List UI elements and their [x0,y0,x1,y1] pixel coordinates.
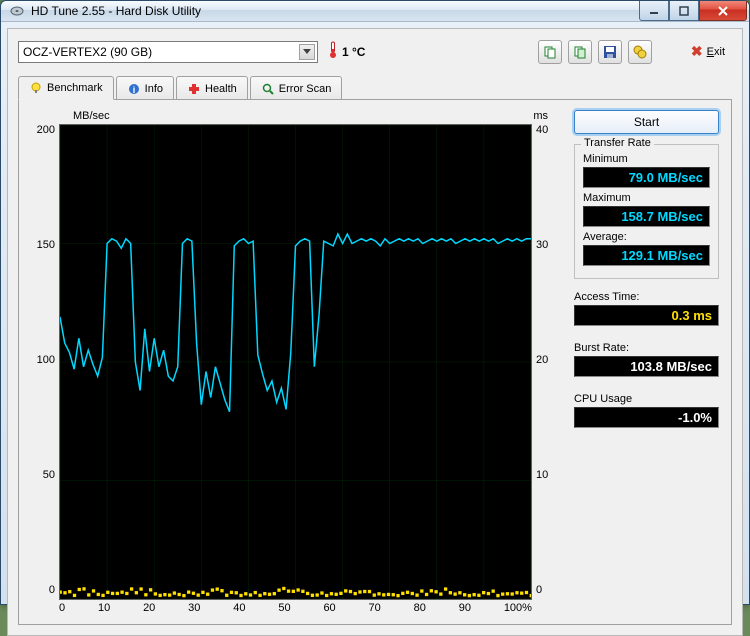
y-right-labels: 40 30 20 10 0 [532,124,560,614]
health-icon [187,82,201,96]
window-title: HD Tune 2.55 - Hard Disk Utility [31,4,639,18]
info-icon: i [127,82,141,96]
close-icon: ✖ [691,43,703,60]
transfer-rate-group: Transfer Rate Minimum 79.0 MB/sec Maximu… [574,144,719,279]
titlebar[interactable]: HD Tune 2.55 - Hard Disk Utility [1,1,749,22]
exit-label-rest: xit [714,46,725,58]
copy-screenshot-button[interactable] [568,40,592,64]
chart-left-unit: MB/sec [73,110,110,122]
magnifier-icon [261,82,275,96]
tabs: Benchmark i Info Health Error Scan [18,76,732,100]
burst-rate-value: 103.8 MB/sec [574,356,719,377]
close-button[interactable] [699,1,747,21]
svg-text:i: i [132,85,135,95]
maximize-button[interactable] [669,1,699,21]
tab-benchmark[interactable]: Benchmark [18,76,114,100]
minimize-button[interactable] [639,1,669,21]
bulb-icon [29,81,43,95]
options-button[interactable] [628,40,652,64]
access-time-value: 0.3 ms [574,305,719,326]
thermometer-icon [328,41,338,62]
app-icon [9,3,25,19]
temperature-display: 1 °C [328,41,365,62]
exit-button[interactable]: ✖ Exit [684,39,732,64]
app-window: HD Tune 2.55 - Hard Disk Utility OCZ-VER… [0,0,750,605]
client-area: OCZ-VERTEX2 (90 GB) 1 °C ✖ [7,28,743,636]
chevron-down-icon[interactable] [299,44,315,60]
tab-info[interactable]: i Info [116,76,174,100]
avg-value: 129.1 MB/sec [583,245,710,266]
cpu-usage-value: -1.0% [574,407,719,428]
drive-select[interactable]: OCZ-VERTEX2 (90 GB) [18,41,318,63]
min-value: 79.0 MB/sec [583,167,710,188]
temperature-value: 1 °C [342,45,365,59]
drive-selected: OCZ-VERTEX2 (90 GB) [23,45,152,59]
y-left-labels: 200 150 100 50 0 [31,124,59,614]
start-button[interactable]: Start [574,110,719,134]
tab-errorscan[interactable]: Error Scan [250,76,343,100]
save-button[interactable] [598,40,622,64]
benchmark-chart [59,124,532,600]
copy-info-button[interactable] [538,40,562,64]
chart-right-unit: ms [533,110,548,122]
tab-body-benchmark: MB/sec ms 200 150 100 50 0 [18,99,732,625]
x-labels: 010 2030 4050 6070 8090 100% [59,600,532,614]
max-value: 158.7 MB/sec [583,206,710,227]
tab-health[interactable]: Health [176,76,248,100]
